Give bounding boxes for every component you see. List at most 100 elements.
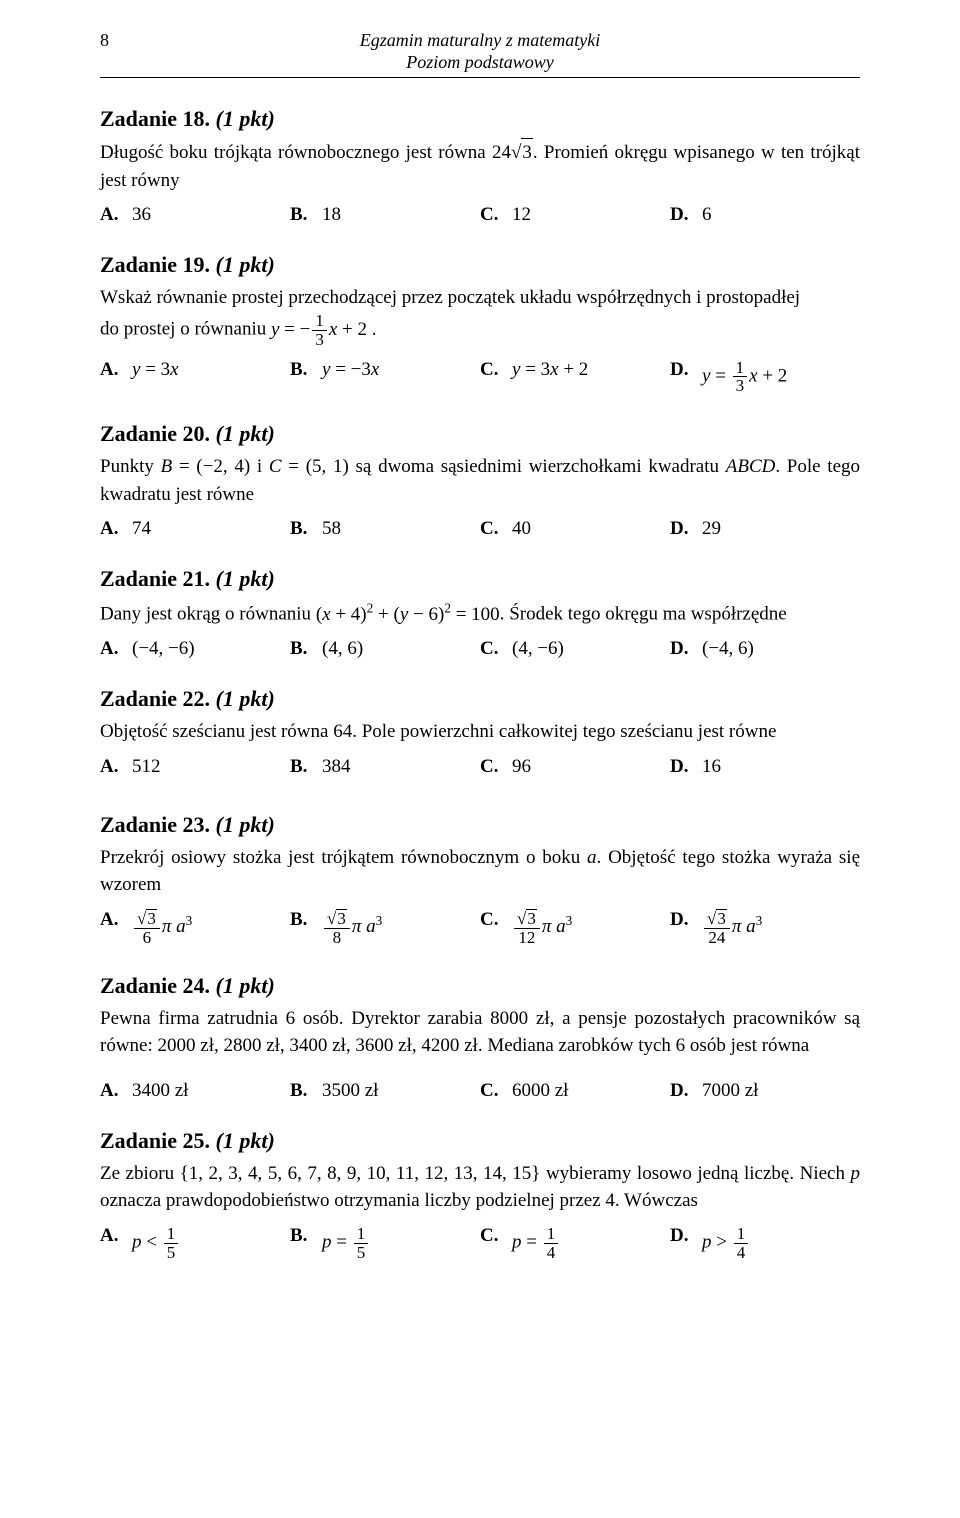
option-22-a-value: 512 xyxy=(132,756,161,778)
option-18-c-value: 12 xyxy=(512,204,531,226)
task-24-title: Zadanie 24. (1 pkt) xyxy=(100,973,860,999)
task-18-body-1: Długość boku trójkąta równobocznego jest… xyxy=(100,142,492,163)
option-25-c-value: p = 14 xyxy=(512,1225,560,1262)
header-line-2: Poziom podstawowy xyxy=(100,52,860,74)
option-23-c[interactable]: C.√312π a3 xyxy=(480,909,670,947)
option-21-d[interactable]: D.(−4, 6) xyxy=(670,638,860,660)
option-21-a-value: (−4, −6) xyxy=(132,638,195,660)
task-22-points: (1 pkt) xyxy=(216,686,275,711)
option-18-b[interactable]: B.18 xyxy=(290,204,480,226)
math-line-eq: y = −13x + 2 . xyxy=(271,319,377,340)
task-20-body-2: i xyxy=(250,456,269,477)
option-25-d-value: p > 14 xyxy=(702,1225,750,1262)
option-20-c-value: 40 xyxy=(512,518,531,540)
option-23-d-value: √324π a3 xyxy=(702,909,762,947)
option-22-d[interactable]: D.16 xyxy=(670,756,860,778)
option-22-b[interactable]: B.384 xyxy=(290,756,480,778)
task-19-body-1: Wskaż równanie prostej przechodzącej prz… xyxy=(100,284,860,312)
option-24-b[interactable]: B.3500 zł xyxy=(290,1080,480,1102)
option-21-c[interactable]: C.(4, −6) xyxy=(480,638,670,660)
option-25-d[interactable]: D.p > 14 xyxy=(670,1225,860,1262)
option-24-d-value: 7000 zł xyxy=(702,1080,758,1102)
task-22-title: Zadanie 22. (1 pkt) xyxy=(100,686,860,712)
task-25-body-1: Ze zbioru xyxy=(100,1163,180,1184)
option-25-c[interactable]: C.p = 14 xyxy=(480,1225,670,1262)
option-20-a[interactable]: A.74 xyxy=(100,518,290,540)
option-21-c-value: (4, −6) xyxy=(512,638,564,660)
task-23-label: Zadanie 23. xyxy=(100,812,210,837)
option-19-c-value: y = 3x + 2 xyxy=(512,359,588,381)
option-20-b-value: 58 xyxy=(322,518,341,540)
option-20-a-value: 74 xyxy=(132,518,151,540)
option-25-a-value: p < 15 xyxy=(132,1225,180,1262)
option-19-c[interactable]: C.y = 3x + 2 xyxy=(480,359,670,396)
option-22-a[interactable]: A.512 xyxy=(100,756,290,778)
option-20-c[interactable]: C.40 xyxy=(480,518,670,540)
task-18-body: Długość boku trójkąta równobocznego jest… xyxy=(100,138,860,194)
option-22-d-value: 16 xyxy=(702,756,721,778)
option-20-d[interactable]: D.29 xyxy=(670,518,860,540)
task-20-points: (1 pkt) xyxy=(216,421,275,446)
task-18-title: Zadanie 18. (1 pkt) xyxy=(100,106,860,132)
option-18-d[interactable]: D.6 xyxy=(670,204,860,226)
option-25-b-value: p = 15 xyxy=(322,1225,370,1262)
task-23-body-1: Przekrój osiowy stożka jest trójkątem ró… xyxy=(100,847,587,868)
option-23-b-value: √38π a3 xyxy=(322,909,382,947)
task-20-body-1: Punkty xyxy=(100,456,161,477)
option-19-b[interactable]: B.y = −3x xyxy=(290,359,480,396)
task-22-options: A.512 B.384 C.96 D.16 xyxy=(100,756,860,778)
option-21-a[interactable]: A.(−4, −6) xyxy=(100,638,290,660)
option-24-a[interactable]: A.3400 zł xyxy=(100,1080,290,1102)
option-25-a[interactable]: A.p < 15 xyxy=(100,1225,290,1262)
page-header: 8 Egzamin maturalny z matematyki Poziom … xyxy=(100,30,860,78)
option-19-d[interactable]: D.y = 13x + 2 xyxy=(670,359,860,396)
task-25-options: A.p < 15 B.p = 15 C.p = 14 D.p > 14 xyxy=(100,1225,860,1262)
task-19-points: (1 pkt) xyxy=(216,252,275,277)
task-19-label: Zadanie 19. xyxy=(100,252,210,277)
task-25-points: (1 pkt) xyxy=(216,1128,275,1153)
task-20-body-3: są dwoma sąsiednimi wierzchołkami kwadra… xyxy=(349,456,726,477)
task-23-points: (1 pkt) xyxy=(216,812,275,837)
option-18-c[interactable]: C.12 xyxy=(480,204,670,226)
option-18-a-value: 36 xyxy=(132,204,151,226)
page-container: 8 Egzamin maturalny z matematyki Poziom … xyxy=(0,0,960,1321)
option-21-b-value: (4, 6) xyxy=(322,638,363,660)
option-18-a[interactable]: A.36 xyxy=(100,204,290,226)
option-24-c[interactable]: C.6000 zł xyxy=(480,1080,670,1102)
task-23-title: Zadanie 23. (1 pkt) xyxy=(100,812,860,838)
option-23-a-value: √36π a3 xyxy=(132,909,192,947)
option-24-c-value: 6000 zł xyxy=(512,1080,568,1102)
option-18-d-value: 6 xyxy=(702,204,712,226)
task-21-body-2: . Środek tego okręgu ma współrzędne xyxy=(500,604,787,625)
option-23-a[interactable]: A.√36π a3 xyxy=(100,909,290,947)
option-19-a[interactable]: A.y = 3x xyxy=(100,359,290,396)
task-20-body: Punkty B = (−2, 4) i C = (5, 1) są dwoma… xyxy=(100,453,860,508)
task-22-body: Objętość sześcianu jest równa 64. Pole p… xyxy=(100,718,860,746)
option-20-b[interactable]: B.58 xyxy=(290,518,480,540)
option-20-d-value: 29 xyxy=(702,518,721,540)
task-19-options: A.y = 3x B.y = −3x C.y = 3x + 2 D.y = 13… xyxy=(100,359,860,396)
page-number: 8 xyxy=(100,30,109,51)
option-19-b-value: y = −3x xyxy=(322,359,379,381)
option-21-b[interactable]: B.(4, 6) xyxy=(290,638,480,660)
task-24-points: (1 pkt) xyxy=(216,973,275,998)
option-19-a-value: y = 3x xyxy=(132,359,179,381)
option-23-c-value: √312π a3 xyxy=(512,909,572,947)
option-22-c[interactable]: C.96 xyxy=(480,756,670,778)
task-24-label: Zadanie 24. xyxy=(100,973,210,998)
task-19-title: Zadanie 19. (1 pkt) xyxy=(100,252,860,278)
task-19-body-2: do prostej o równaniu y = −13x + 2 . xyxy=(100,312,860,349)
task-18-options: A.36 B.18 C.12 D.6 xyxy=(100,204,860,226)
option-24-d[interactable]: D.7000 zł xyxy=(670,1080,860,1102)
option-23-b[interactable]: B.√38π a3 xyxy=(290,909,480,947)
option-19-d-value: y = 13x + 2 xyxy=(702,359,787,396)
task-21-body-1: Dany jest okrąg o równaniu xyxy=(100,604,316,625)
task-23-body: Przekrój osiowy stożka jest trójkątem ró… xyxy=(100,844,860,899)
task-25-body: Ze zbioru {1, 2, 3, 4, 5, 6, 7, 8, 9, 10… xyxy=(100,1160,860,1215)
task-25-title: Zadanie 25. (1 pkt) xyxy=(100,1128,860,1154)
task-20-options: A.74 B.58 C.40 D.29 xyxy=(100,518,860,540)
task-21-options: A.(−4, −6) B.(4, 6) C.(4, −6) D.(−4, 6) xyxy=(100,638,860,660)
math-24sqrt3: 24√3 xyxy=(492,142,533,163)
option-25-b[interactable]: B.p = 15 xyxy=(290,1225,480,1262)
option-23-d[interactable]: D.√324π a3 xyxy=(670,909,860,947)
